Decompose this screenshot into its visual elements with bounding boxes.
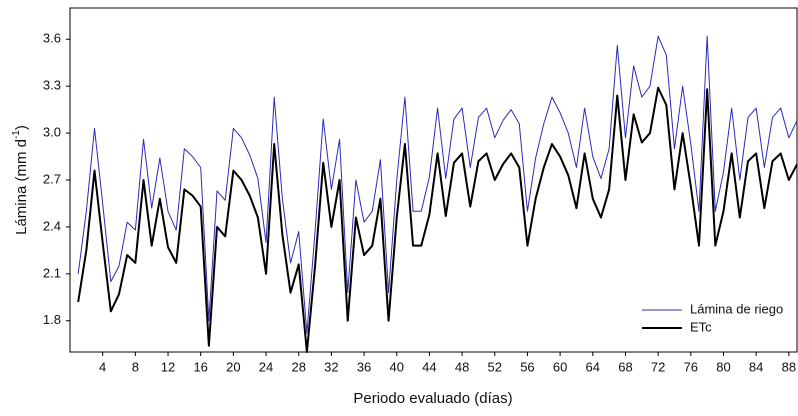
y-tick-label: 3.0 [43,125,61,140]
y-label-sup: -1 [11,130,22,139]
x-tick-label: 16 [193,359,207,374]
x-tick-label: 32 [324,359,338,374]
y-tick-label: 1.8 [43,312,61,327]
x-tick-label: 76 [684,359,698,374]
x-tick-label: 12 [161,359,175,374]
x-tick-label: 72 [651,359,665,374]
series-line [77,86,798,353]
x-tick-label: 20 [226,359,240,374]
y-tick-label: 2.1 [43,265,61,280]
x-tick-label: 24 [259,359,273,374]
y-axis-label: Lámina (mm d-1) [11,125,30,235]
y-tick-label: 3.6 [43,31,61,46]
x-tick-label: 56 [520,359,534,374]
series-line [77,35,798,334]
x-tick-label: 36 [357,359,371,374]
x-tick-label: 52 [488,359,502,374]
x-tick-label: 4 [99,359,106,374]
y-tick-label: 2.4 [43,218,61,233]
x-tick-label: 60 [553,359,567,374]
x-tick-label: 44 [422,359,436,374]
x-tick-label: 8 [132,359,139,374]
legend-label: ETc [690,319,712,334]
x-tick-label: 80 [716,359,730,374]
x-tick-label: 40 [390,359,404,374]
x-tick-label: 84 [749,359,763,374]
y-label-close: ) [13,125,30,130]
x-tick-label: 48 [455,359,469,374]
y-tick-label: 2.7 [43,171,61,186]
x-tick-label: 28 [291,359,305,374]
x-axis-label: Periodo evaluado (días) [353,390,512,407]
legend-label: Lámina de riego [690,301,783,316]
y-label-text: Lámina (mm d [13,139,30,235]
y-tick-label: 3.3 [43,78,61,93]
x-tick-label: 64 [586,359,600,374]
x-tick-label: 68 [618,359,632,374]
x-tick-label: 88 [782,359,796,374]
